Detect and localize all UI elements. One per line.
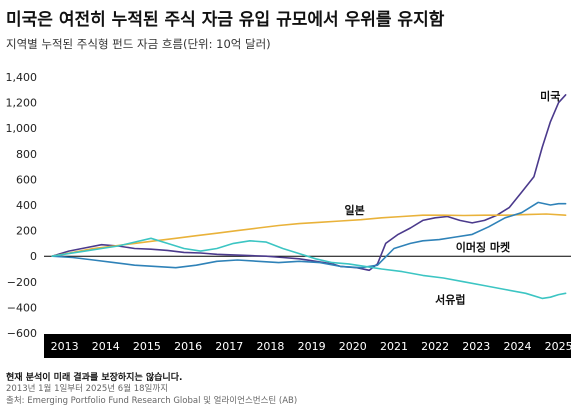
y-tick-label: −200: [7, 276, 37, 289]
series-label: 서유럽: [435, 293, 465, 307]
x-tick-label: 2025: [545, 340, 573, 353]
x-tick-label: 2015: [133, 340, 161, 353]
y-tick-label: 600: [16, 173, 37, 186]
y-axis: −600 −400 −200 0 200 400 600 800 1,000 1,200 1,400: [6, 71, 38, 340]
disclaimer-note: 현재 분석이 미래 결과를 보장하지는 않습니다.: [6, 373, 183, 383]
x-tick-label: 2019: [298, 340, 326, 353]
x-tick-label: 2016: [174, 340, 202, 353]
period-note: 2013년 1월 1일부터 2025년 6월 18일까지: [6, 384, 169, 394]
y-tick-label: −600: [7, 327, 37, 340]
x-tick-label: 2020: [339, 340, 367, 353]
series-line-2: [51, 201, 567, 269]
x-tick-label: 2023: [462, 340, 490, 353]
y-tick-label: 1,200: [6, 97, 38, 110]
series-line-3: [51, 237, 567, 300]
chart-subtitle: 지역별 누적된 주식형 펀드 자금 흐름(단위: 10억 달러): [6, 37, 271, 51]
y-tick-label: 800: [16, 148, 37, 161]
x-tick-label: 2014: [92, 340, 120, 353]
series-line-1: [51, 213, 567, 257]
series-label: 이머징 마켓: [456, 240, 510, 254]
y-tick-label: 1,000: [6, 122, 38, 135]
y-tick-label: 400: [16, 199, 37, 212]
x-axis: 2013 2014 2015 2016 2017 2018 2019 2020 2021 2022…: [51, 340, 573, 353]
series-label: 일본: [345, 203, 365, 217]
x-tick-label: 2021: [380, 340, 408, 353]
y-tick-label: 200: [16, 225, 37, 238]
y-tick-label: −400: [7, 301, 37, 314]
x-tick-label: 2022: [421, 340, 449, 353]
series-label: 미국: [540, 89, 560, 103]
x-tick-label: 2024: [503, 340, 531, 353]
plot-area: [44, 94, 571, 300]
y-tick-label: 1,400: [6, 71, 38, 84]
x-tick-label: 2018: [256, 340, 284, 353]
x-tick-label: 2013: [51, 340, 79, 353]
y-tick-label: 0: [30, 250, 37, 263]
chart-title: 미국은 여전히 누적된 주식 자금 유입 규모에서 우위를 유지함: [6, 10, 445, 30]
source-note: 출처: Emerging Portfolio Fund Research Glo…: [6, 396, 298, 406]
x-axis-band: [44, 334, 571, 358]
x-tick-label: 2017: [215, 340, 243, 353]
